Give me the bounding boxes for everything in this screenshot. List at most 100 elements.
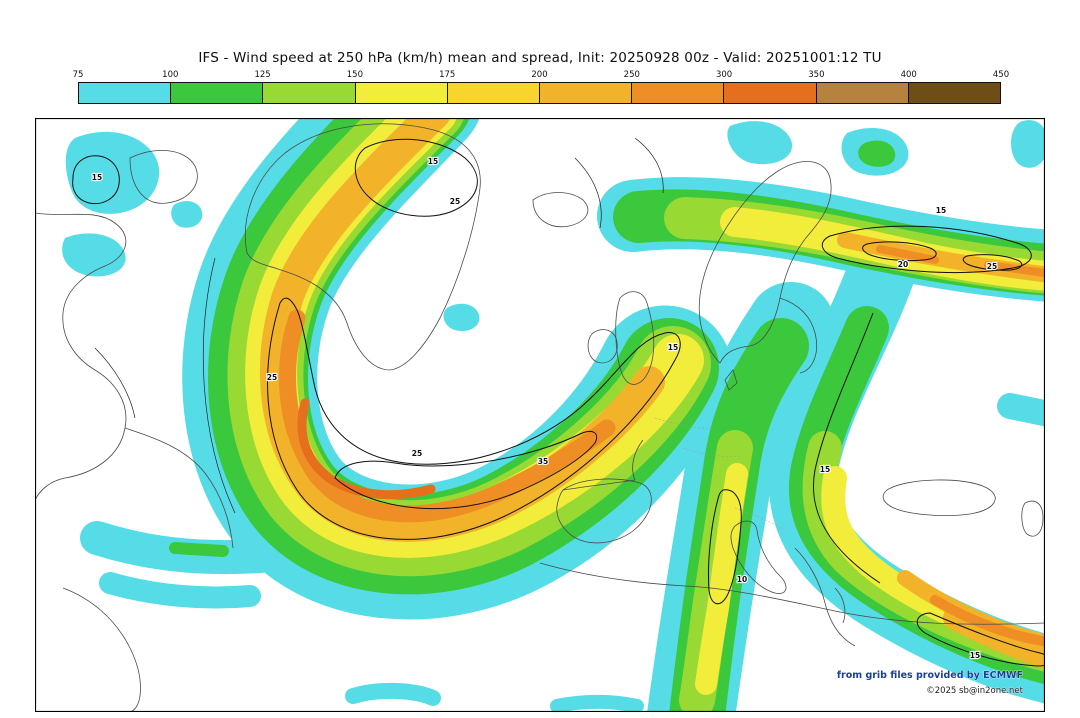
arctic-patch2-cyan [62,233,126,277]
contour-label: 15 [92,173,102,182]
contour-bottomright [916,612,1045,667]
colorbar-segment-200 [540,83,633,103]
border-europe-1 [682,447,742,457]
attribution: from grib files provided by ECMWF ©2025 … [837,670,1024,697]
coast-baltic [779,297,817,374]
contour-greenland-north [354,138,478,217]
contour-label: 15 [936,206,946,215]
colorbar-segment-150 [355,83,448,103]
contour-jet-inner [334,430,598,510]
contour-extra-2 [574,157,602,229]
colorbar-tick-labels: 75 100 125 150 175 200 250 300 350 400 450 [73,70,1010,82]
contour-extra-1 [203,257,236,514]
coast-italy [730,520,787,594]
contour-label: 15 [668,343,678,352]
coast-baffin [129,150,198,204]
contour-label: 25 [450,197,460,206]
chart-title: IFS - Wind speed at 250 hPa (km/h) mean … [198,50,882,66]
coast-greenland [244,123,481,371]
rightedge-patch-cyan [997,393,1045,427]
colorbar-bar [78,82,1001,104]
topmid-patch2-green [858,140,896,167]
spread-contours [72,137,1045,667]
colorbar-segment-300 [724,83,817,103]
contour-label: 25 [987,262,997,271]
europe-band-yellow [695,463,748,695]
arctic-patch3-cyan [171,201,203,228]
contour-topright-outer [821,225,1032,273]
contour-topright-inner2 [962,254,1023,271]
coast-denmark [724,369,738,391]
colorbar-segment-400 [908,83,1001,103]
coast-north-africa [539,562,1045,625]
coast-balkans [794,547,856,647]
colorbar-segment-350 [816,83,909,103]
colorbar-tick-125: 125 [254,70,271,80]
colorbar-segment-125 [263,83,356,103]
jet-core-deep-orange [297,398,436,500]
colorbar-segment-175 [447,83,541,103]
contour-label: 15 [428,157,438,166]
colorbar-segment-75 [79,83,172,103]
colorbar-tick-400: 400 [900,70,917,80]
contour-extra-4 [94,347,136,419]
coast-france-biscay [562,439,644,491]
colorbar-tick-75: 75 [72,70,84,80]
contour-label: 15 [970,651,980,660]
topright-corner-cyan [1011,120,1045,168]
contour-label: 10 [737,575,747,584]
attribution-line2: ©2025 sb@in2one.net [926,686,1023,696]
colorbar-tick-200: 200 [531,70,548,80]
contour-label: 25 [412,449,422,458]
bottommid-strip2-cyan [550,694,644,712]
attribution-line1: from grib files provided by ECMWF [837,670,1023,681]
contour-label: 25 [267,373,277,382]
contour-topright-inner1 [862,241,937,262]
colorbar-tick-300: 300 [715,70,733,80]
colorbar-tick-450: 450 [992,70,1010,80]
colorbar-segment-100 [171,83,264,103]
coast-north-america [35,212,127,501]
coast-great-britain [615,291,655,385]
coast-scandinavia [698,161,832,364]
contour-label: 35 [538,457,548,466]
coast-black-sea [882,479,996,516]
contour-jet-outer [267,297,681,540]
contour-extra-3 [634,137,664,194]
bottomleft-green [169,542,229,557]
arctic-patch1-cyan [65,131,160,214]
weather-map: 15 15 25 25 35 25 15 20 25 15 10 15 15 f… [35,118,1045,712]
colorbar-legend: 75 100 125 150 175 200 250 300 350 400 450 [73,70,1010,106]
coast-iceland [532,192,589,228]
colorbar-tick-100: 100 [162,70,179,80]
coast-us-east [62,587,141,712]
border-europe-2 [734,507,784,531]
wind-speed-fills [62,118,1045,712]
topmid-patch1-cyan [727,121,793,165]
coastlines [35,123,1045,712]
colorbar-tick-350: 350 [808,70,825,80]
topright-orange1 [876,245,939,264]
contour-label: 20 [898,260,908,269]
colorbar-tick-250: 250 [623,70,640,80]
bottomleft-strip1-cyan [80,521,277,575]
map-frame [35,118,1045,712]
bottommid-strip-cyan [345,682,441,706]
colorbar-segment-250 [632,83,725,103]
jet-band-orange [279,309,616,523]
coast-labrador [124,427,234,549]
coast-greece [834,587,846,624]
coast-iberia [556,478,652,544]
colorbar-tick-175: 175 [439,70,456,80]
bottomright-orange [930,595,1045,647]
border-europe-3 [654,417,716,431]
coast-caspian [1021,500,1044,537]
contour-labels: 15 15 25 25 35 25 15 20 25 15 10 15 15 [91,156,999,661]
iceland-south-spot-cyan [443,303,480,332]
coast-ireland [587,329,618,364]
bottomleft-strip2-cyan [99,572,261,609]
contour-europe [707,489,742,605]
contour-arctic [72,155,120,205]
contour-label: 15 [820,465,830,474]
